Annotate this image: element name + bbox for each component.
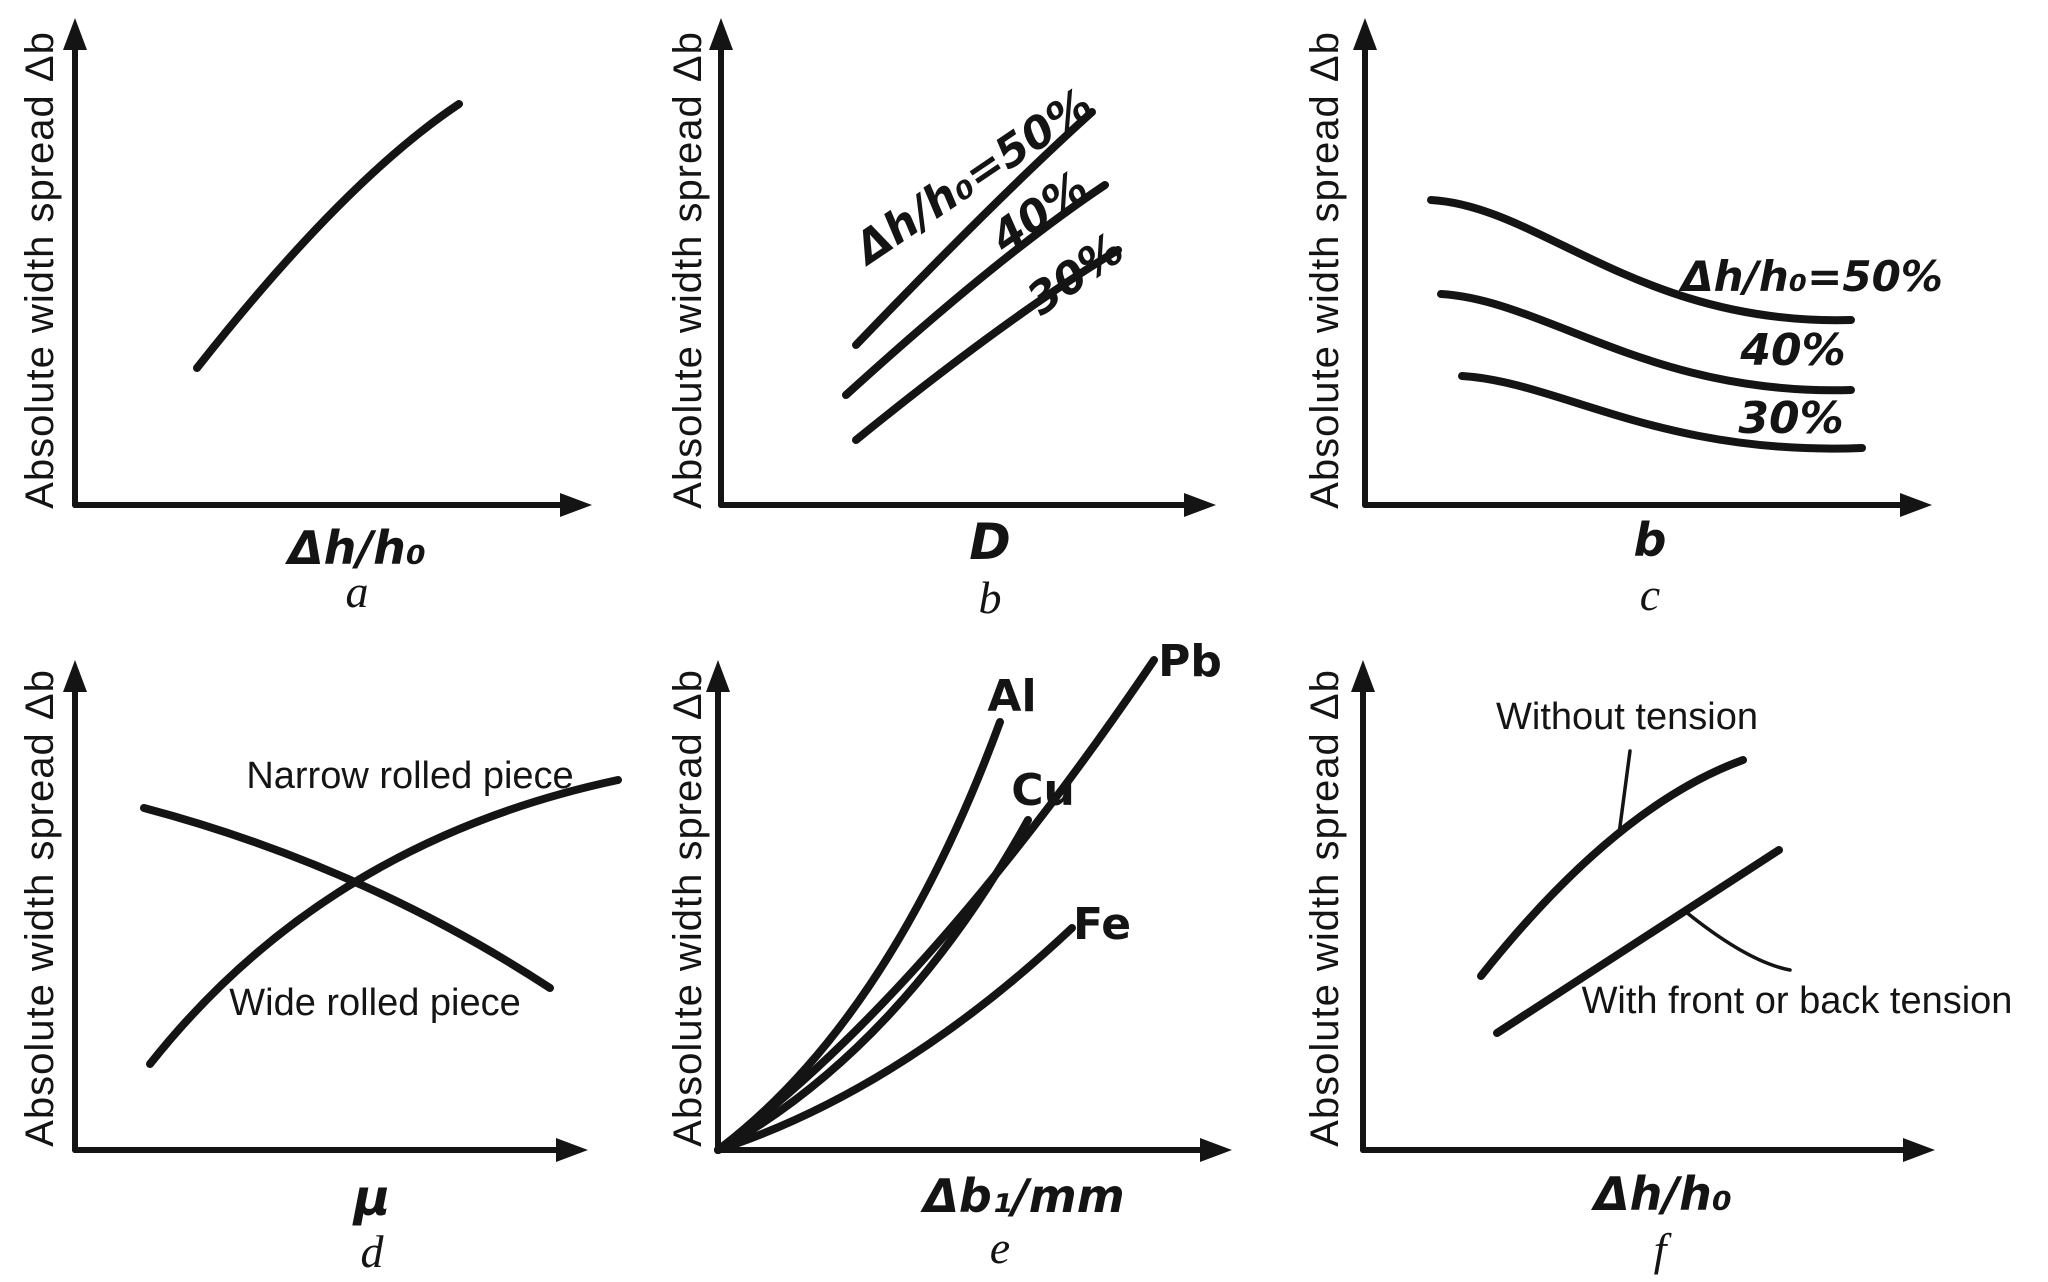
x-axis-label-c: b <box>1633 513 1667 567</box>
y-axis-label-b: Absolute width spread Δb <box>666 31 710 509</box>
panel-letter-e: e <box>989 1222 1011 1273</box>
series-label-narrow-piece: Narrow rolled piece <box>246 755 574 797</box>
x-axis-arrow-b <box>1184 493 1216 517</box>
y-axis-label-e: Absolute width spread Δb <box>666 669 710 1147</box>
curve-e-pb <box>714 656 1158 1154</box>
y-axis-label-d: Absolute width spread Δb <box>18 669 62 1147</box>
axes-panel-e <box>706 660 1232 1162</box>
x-axis-label-f: Δh/h₀ <box>1593 1167 1733 1221</box>
series-label-wide-piece: Wide rolled piece <box>229 982 521 1024</box>
curve-b-reduction-50 <box>852 108 1096 349</box>
y-axis-label-f: Absolute width spread Δb <box>1303 669 1347 1147</box>
curve-b-reduction-30 <box>852 246 1122 444</box>
curve-b-reduction-40 <box>842 181 1109 399</box>
series-label-c-30: 30% <box>1738 393 1844 444</box>
leader-without-tension <box>1617 749 1632 836</box>
y-axis-label-c: Absolute width spread Δb <box>1303 31 1347 509</box>
series-label-with-tension: With front or back tension <box>1581 980 2013 1022</box>
curve-f-without-tension <box>1477 756 1747 980</box>
curve-c-reduction-50 <box>1427 196 1855 325</box>
x-axis-arrow-f <box>1903 1138 1935 1162</box>
panel-letter-b: b <box>978 572 1002 623</box>
series-label-without-tension: Without tension <box>1496 696 1758 738</box>
series-label-c-50: Δh/h₀=50% <box>1681 252 1943 301</box>
curve-f-with-tension <box>1493 846 1783 1037</box>
y-axis-arrow-d <box>63 660 87 692</box>
x-axis-arrow-e <box>1200 1138 1232 1162</box>
axes-panel-b <box>709 18 1216 517</box>
series-label-pb: Pb <box>1158 636 1222 687</box>
axes-panel-f <box>1351 660 1935 1162</box>
x-axis-arrow-a <box>560 493 592 517</box>
y-axis-label-a: Absolute width spread Δb <box>18 31 62 509</box>
curve-c-reduction-40 <box>1437 290 1855 395</box>
series-label-cu: Cu <box>1011 765 1075 816</box>
y-axis-arrow-e <box>706 660 730 692</box>
panel-letter-d: d <box>360 1226 384 1277</box>
curve-a-width-spread <box>193 100 463 372</box>
x-axis-label-a: Δh/h₀ <box>287 521 427 575</box>
series-label-al: Al <box>987 671 1037 722</box>
y-axis-arrow-c <box>1353 18 1377 50</box>
x-axis-label-b: D <box>969 513 1011 571</box>
panel-letter-a: a <box>345 566 369 617</box>
x-axis-arrow-d <box>556 1138 588 1162</box>
x-axis-label-d: μ <box>353 1169 391 1227</box>
series-label-fe: Fe <box>1072 899 1132 950</box>
axes-panel-d <box>63 660 588 1162</box>
curve-e-fe <box>714 924 1076 1154</box>
curve-c-reduction-30 <box>1458 372 1866 453</box>
y-axis-arrow-a <box>63 18 87 50</box>
series-label-c-40: 40% <box>1740 325 1846 376</box>
curve-d-wide-piece <box>140 804 554 992</box>
x-axis-label-e: Δb₁/mm <box>923 1169 1125 1223</box>
y-axis-arrow-b <box>709 18 733 50</box>
axes-panel-c <box>1353 18 1932 517</box>
axes-panel-a <box>63 18 592 517</box>
panel-letter-c: c <box>1639 569 1661 620</box>
y-axis-arrow-f <box>1351 660 1375 692</box>
leader-with-tension <box>1684 910 1792 972</box>
x-axis-arrow-c <box>1900 493 1932 517</box>
panel-letter-f: f <box>1653 1224 1667 1275</box>
